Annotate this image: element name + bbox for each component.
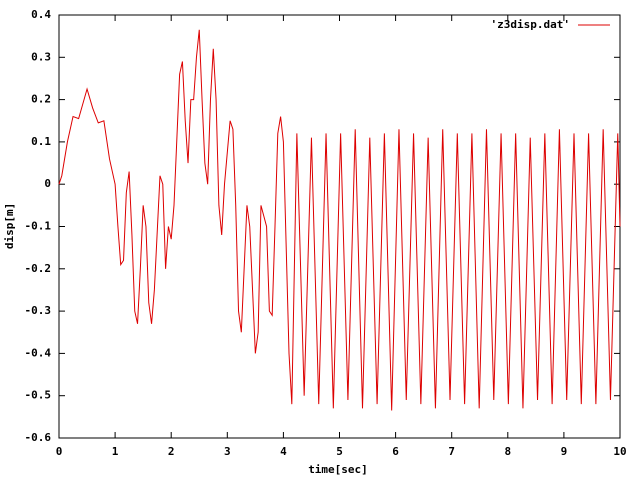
y-tick-label: 0.2 — [31, 93, 51, 106]
y-tick-label: 0 — [44, 177, 51, 190]
x-tick-label: 0 — [56, 445, 63, 458]
legend-label: 'z3disp.dat' — [491, 18, 570, 31]
data-line — [58, 29, 621, 411]
x-tick-label: 9 — [561, 445, 568, 458]
y-tick-label: -0.4 — [25, 346, 52, 359]
plot-border — [58, 14, 621, 439]
y-tick-label: -0.1 — [25, 220, 52, 233]
x-tick-label: 3 — [224, 445, 231, 458]
x-tick-label: 6 — [392, 445, 399, 458]
y-tick-label: 0.3 — [31, 50, 51, 63]
y-tick-label: -0.2 — [25, 262, 52, 275]
y-axis-label: disp[m] — [3, 203, 16, 249]
x-tick-label: 1 — [112, 445, 119, 458]
y-tick-label: 0.1 — [31, 135, 51, 148]
y-tick-label: -0.3 — [25, 304, 52, 317]
x-tick-label: 2 — [168, 445, 175, 458]
x-tick-label: 10 — [613, 445, 626, 458]
x-tick-label: 5 — [336, 445, 343, 458]
x-tick-label: 4 — [280, 445, 287, 458]
x-axis-label: time[sec] — [308, 463, 368, 476]
y-tick-label: 0.4 — [31, 8, 51, 21]
y-tick-label: -0.5 — [25, 389, 52, 402]
x-tick-label: 7 — [448, 445, 455, 458]
x-tick-label: 8 — [504, 445, 511, 458]
y-tick-label: -0.6 — [25, 431, 52, 444]
